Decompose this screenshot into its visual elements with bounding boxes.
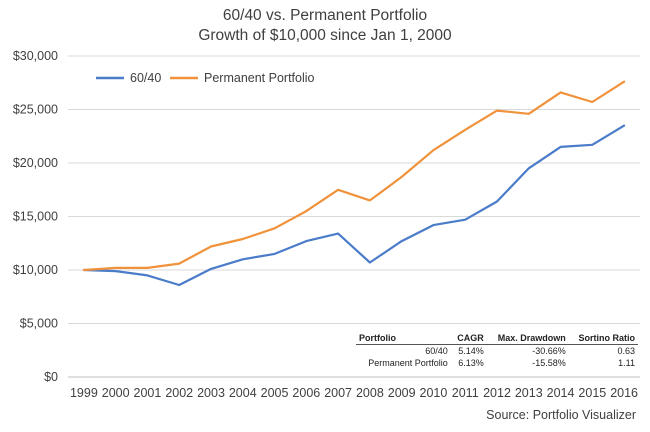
- y-tick-label: $25,000: [13, 103, 58, 117]
- x-tick-label: 2014: [547, 386, 575, 400]
- y-tick-label: $15,000: [13, 210, 58, 224]
- chart-title-block: 60/40 vs. Permanent Portfolio Growth of …: [0, 6, 650, 46]
- x-tick-label: 2002: [165, 386, 193, 400]
- stats-cell-max-drawdown: -30.66%: [532, 346, 566, 356]
- x-tick-label: 2013: [515, 386, 543, 400]
- gridlines: [68, 55, 640, 324]
- source-note: Source: Portfolio Visualizer: [486, 408, 636, 422]
- y-tick-label: $0: [44, 370, 58, 384]
- stats-header-sortino: Sortino Ratio: [568, 332, 638, 345]
- x-tick-label: 2008: [356, 386, 384, 400]
- stats-cell-cagr: 6.13%: [458, 358, 484, 368]
- x-tick-label: 2003: [197, 386, 225, 400]
- x-tick-label: 2015: [578, 386, 606, 400]
- x-tick-label: 2012: [483, 386, 511, 400]
- x-tick-label: 2011: [452, 386, 479, 400]
- series-line: [82, 124, 626, 287]
- x-tick-label: 1999: [70, 386, 98, 400]
- legend: 60/40 Permanent Portfolio: [96, 71, 315, 85]
- chart-subtitle: Growth of $10,000 since Jan 1, 2000: [198, 27, 452, 44]
- stats-header-max-drawdown: Max. Drawdown: [486, 332, 569, 345]
- stats-cell-portfolio: 60/40: [425, 346, 448, 356]
- table-row: Permanent Portfolio 6.13% -15.58% 1.11: [356, 357, 638, 369]
- legend-label: Permanent Portfolio: [204, 71, 315, 85]
- y-tick-label: $5,000: [20, 317, 58, 331]
- stats-cell-cagr: 5.14%: [458, 346, 484, 356]
- stats-cell-sortino: 0.63: [617, 346, 635, 356]
- x-tick-label: 2000: [102, 386, 130, 400]
- x-tick-label: 2010: [420, 386, 448, 400]
- x-tick-label: 2004: [229, 386, 257, 400]
- legend-label: 60/40: [130, 71, 161, 85]
- x-tick-label: 2009: [388, 386, 416, 400]
- series-line: [82, 80, 626, 272]
- stats-table: Portfolio CAGR Max. Drawdown Sortino Rat…: [356, 332, 638, 369]
- table-row: 60/40 5.14% -30.66% 0.63: [356, 345, 638, 358]
- x-tick-label: 2001: [134, 386, 162, 400]
- stats-cell-portfolio: Permanent Portfolio: [368, 358, 448, 368]
- stats-cell-sortino: 1.11: [618, 358, 635, 368]
- x-tick-label: 2006: [292, 386, 320, 400]
- stats-cell-max-drawdown: -15.58%: [532, 358, 566, 368]
- x-tick-label: 2007: [324, 386, 352, 400]
- stats-table-header-row: Portfolio CAGR Max. Drawdown Sortino Rat…: [356, 332, 638, 345]
- stats-header-cagr: CAGR: [450, 332, 487, 345]
- series-lines: [82, 80, 626, 287]
- y-tick-label: $10,000: [13, 263, 58, 277]
- y-tick-label: $20,000: [13, 156, 58, 170]
- x-tick-label: 2005: [261, 386, 289, 400]
- x-tick-label: 2016: [610, 386, 638, 400]
- stats-header-portfolio: Portfolio: [356, 332, 451, 345]
- y-tick-label: $30,000: [13, 49, 58, 63]
- x-axis: 1999 2000 2001 2002 2003 2004 2005 2006 2007 2008…: [68, 376, 640, 400]
- y-axis: $0 $5,000 $10,000 $15,000 $20,000 $25,000 $30,…: [13, 49, 58, 384]
- chart-title: 60/40 vs. Permanent Portfolio: [222, 7, 428, 24]
